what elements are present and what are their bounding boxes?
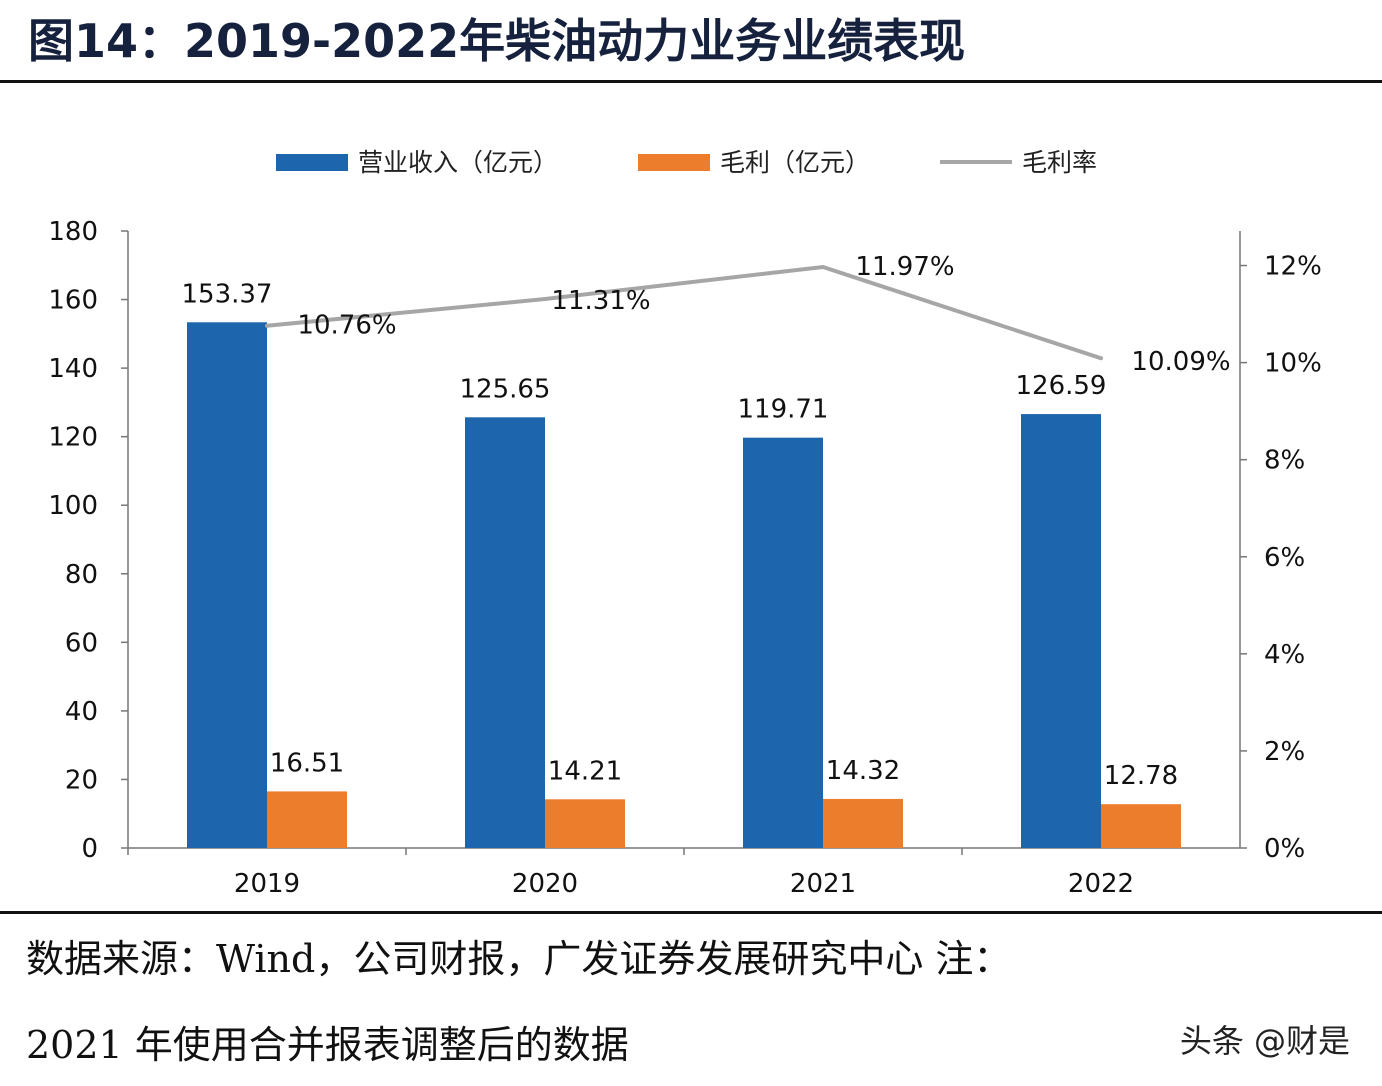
revenue-label: 125.65 [460, 374, 551, 404]
figure-title: 图14：2019-2022年柴油动力业务业绩表现 [28, 14, 966, 68]
margin-series-line [266, 264, 1102, 361]
right-tick-label: 0% [1264, 834, 1305, 864]
revenue-label: 153.37 [182, 279, 273, 309]
margin-label: 11.97% [855, 252, 954, 282]
legend-swatch [638, 154, 710, 171]
source-text: 数据来源：Wind，公司财报，广发证券发展研究中心 注： [26, 937, 1012, 981]
right-tick-label: 12% [1264, 252, 1322, 282]
x-tick-label: 2020 [512, 869, 578, 899]
top-rule [0, 80, 1382, 83]
margin-point [543, 297, 547, 302]
gross-profit-label: 14.21 [548, 756, 622, 786]
right-tick-label: 4% [1264, 640, 1305, 670]
left-tick-label: 180 [48, 217, 98, 247]
left-tick-label: 100 [48, 491, 98, 521]
gross-profit-label: 16.51 [270, 748, 344, 778]
legend: 营业收入（亿元） 毛利（亿元） 毛利率 [276, 148, 1097, 177]
gross-profit-bar [823, 798, 903, 848]
note-text: 2021 年使用合并报表调整后的数据 [26, 1023, 629, 1067]
revenue-bar [743, 437, 823, 848]
left-tick-label: 40 [65, 697, 98, 727]
gross-profit-label: 14.32 [826, 756, 900, 786]
bars [187, 322, 1181, 848]
right-tick-label: 6% [1264, 543, 1305, 573]
margin-label: 10.76% [297, 311, 396, 341]
watermark: 头条 @财是 [1179, 1022, 1350, 1060]
revenue-label: 126.59 [1016, 371, 1107, 401]
gross-profit-bar [1101, 804, 1181, 848]
x-tick-label: 2019 [234, 869, 300, 899]
gross-profit-label: 12.78 [1104, 761, 1178, 791]
revenue-label: 119.71 [738, 395, 829, 425]
margin-line [265, 264, 1103, 361]
x-tick-label: 2022 [1068, 869, 1134, 899]
margin-label: 10.09% [1131, 347, 1230, 377]
left-tick-label: 140 [48, 354, 98, 384]
margin-point [265, 323, 269, 328]
right-tick-label: 8% [1264, 446, 1305, 476]
data-labels: 153.37 16.51 125.65 14.21 119.71 14.32 126.59 1… [182, 252, 1231, 791]
margin-point [1099, 356, 1103, 361]
right-tick-label: 10% [1264, 349, 1322, 379]
bottom-rule [0, 911, 1382, 914]
legend-label: 营业收入（亿元） [358, 148, 558, 177]
gross-profit-bar [545, 799, 625, 848]
chart-area: 营业收入（亿元） 毛利（亿元） 毛利率 0 20 40 60 80 100 120 140 160 1… [48, 148, 1322, 899]
left-tick-label: 120 [48, 423, 98, 453]
right-tick-label: 2% [1264, 737, 1305, 767]
revenue-bar [1021, 414, 1101, 848]
left-tick-label: 0 [81, 834, 98, 864]
margin-point [821, 264, 825, 269]
legend-label: 毛利率 [1022, 148, 1097, 177]
revenue-bar [187, 322, 267, 848]
legend-label: 毛利（亿元） [720, 148, 870, 177]
left-tick-label: 60 [65, 628, 98, 658]
legend-swatch [276, 154, 348, 171]
margin-label: 11.31% [551, 286, 650, 316]
left-tick-label: 160 [48, 286, 98, 316]
left-tick-label: 80 [65, 560, 98, 590]
left-tick-label: 20 [65, 765, 98, 795]
revenue-bar [465, 417, 545, 848]
x-tick-label: 2021 [790, 869, 856, 899]
gross-profit-bar [267, 791, 347, 848]
